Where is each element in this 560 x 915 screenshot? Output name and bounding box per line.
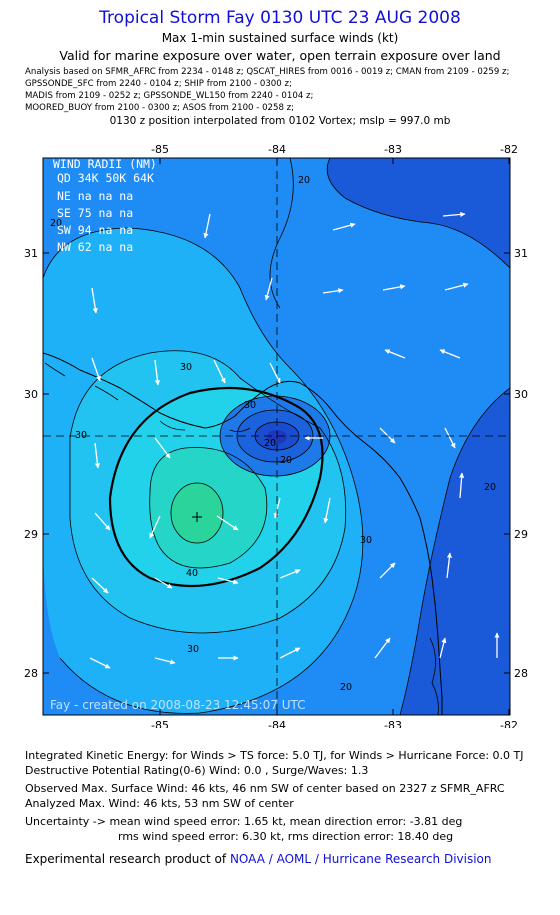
- contour-label: 30: [244, 400, 256, 411]
- contour-label: 20: [50, 218, 62, 229]
- lon-tick-label: -83: [384, 143, 402, 156]
- contour-labels: 20 30 40 20 30 30 20 20 30 20 20 30: [50, 175, 496, 693]
- ike-line: Integrated Kinetic Energy: for Winds > T…: [25, 749, 524, 762]
- wind-radii-header: QD 34K 50K 64K: [57, 171, 154, 185]
- uncertainty-line: Uncertainty -> mean wind speed error: 1.…: [25, 815, 463, 828]
- latitude-ticks-left: 31 30 29 28: [24, 247, 38, 680]
- contour-label: 30: [360, 535, 372, 546]
- wind-map: 20 30 40 20 30 30 20 20 30 20 20 30 WIND…: [24, 143, 528, 728]
- coastline-detail: [44, 362, 251, 432]
- analysis-sources-line: GPSSONDE_SFC from 2240 - 0104 z; SHIP fr…: [25, 79, 292, 89]
- lon-tick-label: -82: [500, 719, 518, 728]
- lat-tick-label: 28: [24, 667, 38, 680]
- coastline: [43, 352, 443, 715]
- lon-tick-label: -84: [268, 719, 286, 728]
- wind-arrows: [89, 211, 500, 669]
- lon-tick-label: -83: [384, 719, 402, 728]
- analysis-sources-line: MADIS from 2109 - 0252 z; GPSSONDE_WL150…: [25, 91, 314, 101]
- contour-label: 20: [298, 175, 310, 186]
- wind-radii-table: WIND RADII (NM) QD 34K 50K 64K NE na na …: [53, 157, 157, 254]
- contour-label: 30: [75, 430, 87, 441]
- analysis-sources-line: Analysis based on SFMR_AFRC from 2234 - …: [25, 67, 510, 77]
- wind-field: 20 30 40 20 30 30 20 20 30 20 20 30 WIND…: [43, 157, 510, 715]
- lon-tick-label: -82: [500, 143, 518, 156]
- wind-radii-row: SE 75 na na: [57, 206, 133, 220]
- contour-label: 20: [280, 455, 292, 466]
- map-subtitle-validity: Valid for marine exposure over water, op…: [59, 48, 501, 63]
- map-subtitle: Max 1-min sustained surface winds (kt): [161, 31, 399, 45]
- rms-error-line: rms wind speed error: 6.30 kt, rms direc…: [118, 830, 454, 843]
- max-wind-marker: [192, 512, 202, 522]
- lon-tick-label: -85: [151, 719, 169, 728]
- wind-radii-row: NW 62 na na: [57, 240, 133, 254]
- dpr-line: Destructive Potential Rating(0-6) Wind: …: [25, 764, 369, 777]
- low-wind-zone: [327, 158, 510, 268]
- latitude-ticks-right: 31 30 29 28: [514, 247, 528, 680]
- contour-label: 40: [186, 568, 198, 579]
- position-info: 0130 z position interpolated from 0102 V…: [109, 115, 451, 127]
- wind-radii-row: NE na na na: [57, 189, 133, 203]
- map-title: Tropical Storm Fay 0130 UTC 23 AUG 2008: [99, 8, 461, 28]
- contour-label: 20: [340, 682, 352, 693]
- created-timestamp: Fay - created on 2008-08-23 12:45:07 UTC: [50, 698, 306, 712]
- longitude-ticks-bottom: -85 -84 -83 -82: [151, 719, 518, 728]
- lat-tick-label: 31: [514, 247, 528, 260]
- credit-prefix: Experimental research product of: [25, 852, 227, 866]
- credit-org-link[interactable]: NOAA / AOML / Hurricane Research Divisio…: [229, 852, 492, 866]
- wind-radii-row: SW 94 na na: [57, 223, 133, 237]
- credit-line: Experimental research product of NOAA / …: [25, 852, 492, 866]
- contour-label: 20: [264, 438, 276, 449]
- lat-tick-label: 31: [24, 247, 38, 260]
- analyzed-max-line: Analyzed Max. Wind: 46 kts, 53 nm SW of …: [25, 797, 294, 810]
- analysis-sources-line: MOORED_BUOY from 2100 - 0300 z; ASOS fro…: [25, 103, 295, 113]
- wind-radii-title: WIND RADII (NM): [53, 157, 157, 171]
- longitude-ticks-top: -85 -84 -83 -82: [151, 143, 518, 156]
- contour-label: 30: [187, 644, 199, 655]
- wind-map-panel: 20 30 40 20 30 30 20 20 30 20 20 30 WIND…: [0, 138, 560, 728]
- lat-tick-label: 30: [514, 388, 528, 401]
- lat-tick-label: 28: [514, 667, 528, 680]
- lat-tick-label: 29: [514, 528, 528, 541]
- observed-max-line: Observed Max. Surface Wind: 46 kts, 46 n…: [25, 782, 505, 795]
- lat-tick-label: 29: [24, 528, 38, 541]
- low-wind-zone: [400, 388, 510, 715]
- contour-label: 30: [180, 362, 192, 373]
- lon-tick-label: -84: [268, 143, 286, 156]
- lat-tick-label: 30: [24, 388, 38, 401]
- lon-tick-label: -85: [151, 143, 169, 156]
- tick-marks: [43, 158, 510, 715]
- coastline-detail: [429, 637, 439, 715]
- gale-force-contour: [108, 386, 324, 588]
- contour-label: 20: [484, 482, 496, 493]
